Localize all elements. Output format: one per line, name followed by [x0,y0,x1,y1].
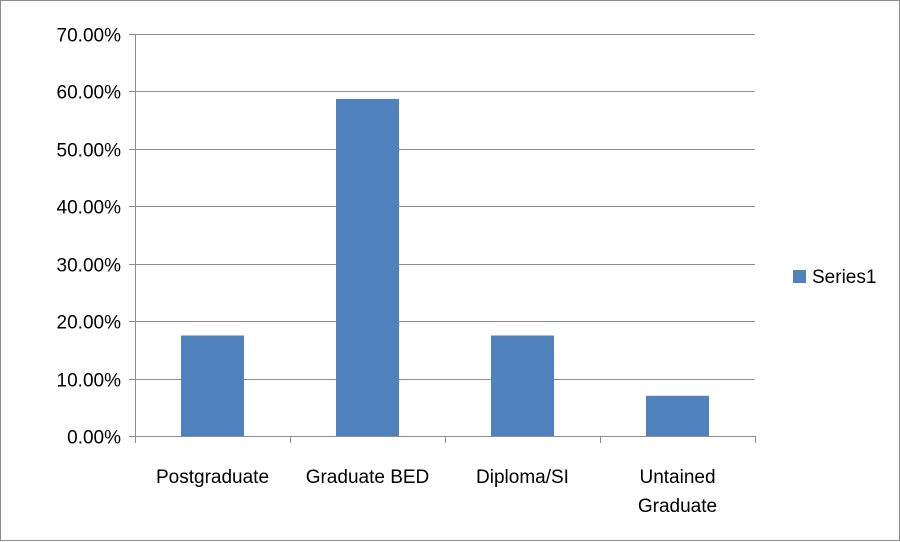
y-tick-label: 50.00% [57,141,122,162]
x-category-label-line: Graduate [638,496,717,517]
x-category-label: Diploma/SI [476,467,569,488]
y-tick-label: 10.00% [57,371,122,392]
y-tick-label: 40.00% [57,198,122,219]
bar-postgraduate [181,335,244,436]
y-tick-label: 0.00% [67,428,121,449]
legend: Series1 [793,267,876,288]
y-tick-label: 20.00% [57,313,122,334]
x-category-label: Postgraduate [156,467,269,488]
x-category-label-line: Graduate BED [306,467,430,488]
x-category-label-line: Untained [639,467,715,488]
x-category-label: Untained Graduate [638,467,717,517]
bar-graduate-bed [336,98,399,436]
y-tick-labels: 0.00% 10.00% 20.00% 30.00% 40.00% 50.00% 60.00… [57,26,122,449]
legend-label: Series1 [812,267,876,288]
bars [181,98,709,436]
x-category-label-line: Diploma/SI [476,467,569,488]
axes [129,34,756,443]
bar-diploma-si [491,335,554,436]
gridlines [135,34,755,380]
x-category-labels: Postgraduate Graduate BED Diploma/SI Untain… [156,467,717,517]
legend-swatch [793,270,806,283]
y-tick-label: 60.00% [57,83,122,104]
x-category-label-line: Postgraduate [156,467,269,488]
x-category-label: Graduate BED [306,467,430,488]
y-tick-label: 70.00% [57,26,122,47]
y-tick-label: 30.00% [57,256,122,277]
bar-untained-graduate [646,395,709,436]
